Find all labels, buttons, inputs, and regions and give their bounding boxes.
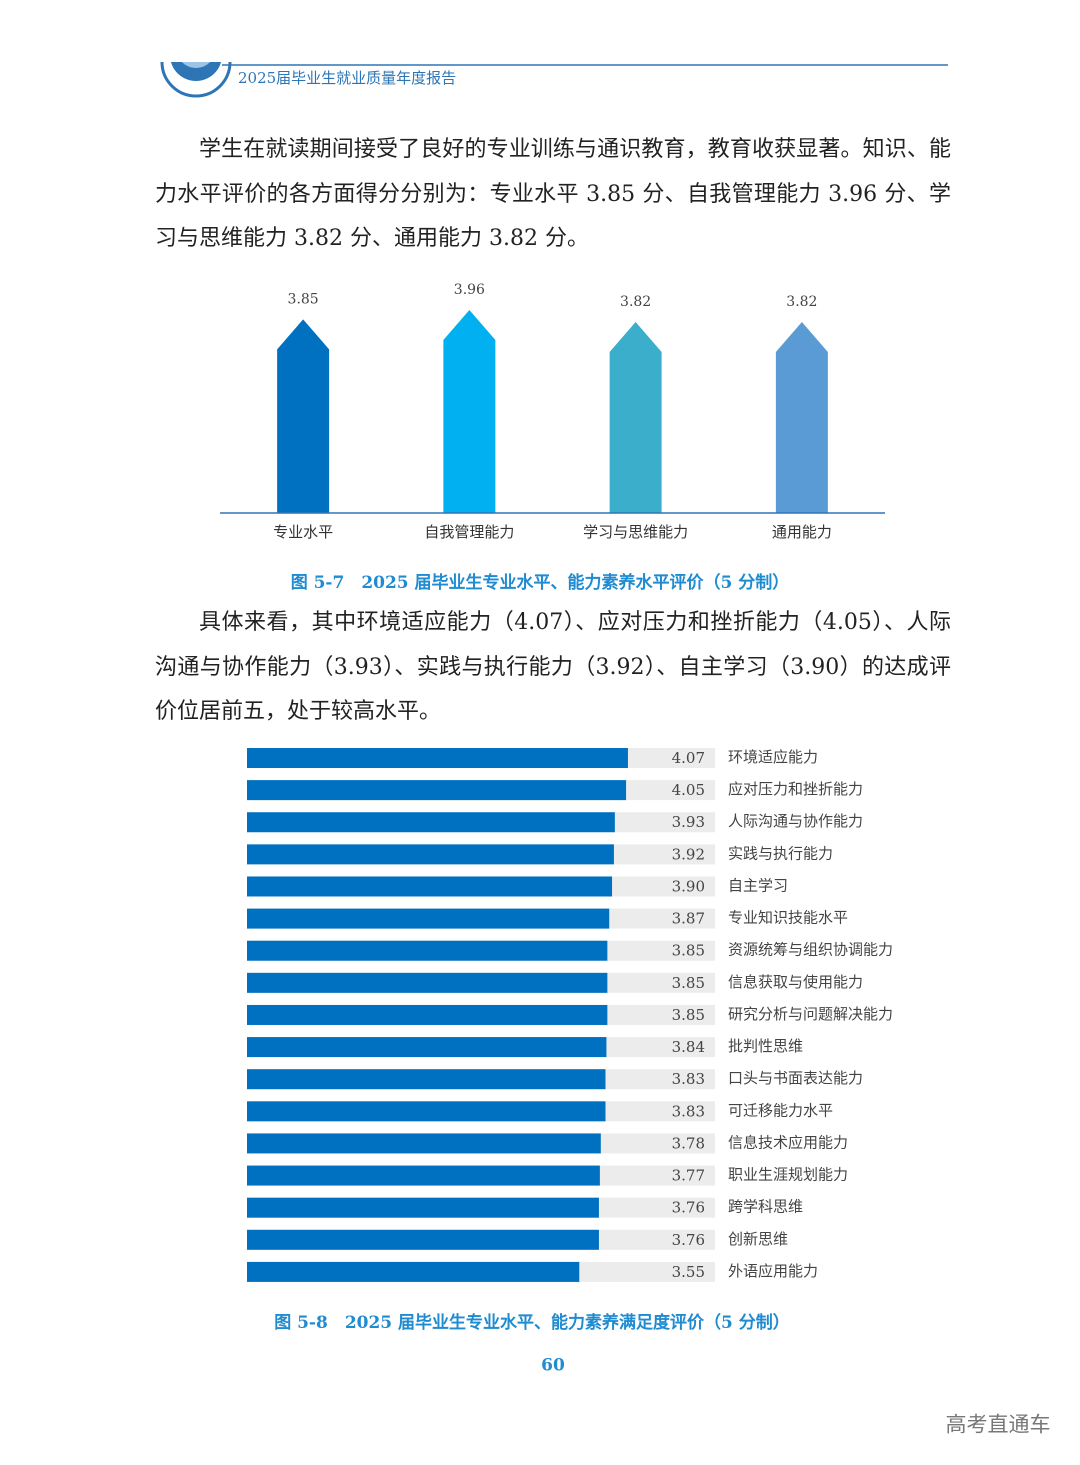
- value-label: 3.76: [672, 1231, 705, 1249]
- bar: [247, 748, 628, 768]
- category-label: 职业生涯规划能力: [728, 1166, 848, 1184]
- bar: [247, 1004, 608, 1025]
- bar: [247, 844, 614, 865]
- bar: [247, 1101, 606, 1122]
- figure-caption: 图 5-8 2025 届毕业生专业水平、能力素养满足度评价（5 分制）: [274, 1313, 790, 1333]
- x-tick-label: 学习与思维能力: [583, 523, 688, 541]
- bar: [775, 321, 828, 513]
- x-tick-label: 自我管理能力: [424, 523, 514, 541]
- value-label: 3.85: [672, 1006, 705, 1024]
- category-label: 人际沟通与协作能力: [728, 812, 863, 830]
- value-label: 4.07: [672, 749, 705, 767]
- value-label: 3.82: [786, 294, 817, 310]
- value-label: 3.76: [672, 1199, 705, 1217]
- bar: [247, 1037, 607, 1058]
- value-label: 3.93: [672, 813, 705, 831]
- x-tick-label: 专业水平: [273, 523, 333, 541]
- value-label: 3.85: [672, 974, 705, 992]
- bar: [247, 1229, 599, 1250]
- category-label: 外语应用能力: [728, 1262, 818, 1280]
- value-label: 3.77: [672, 1167, 705, 1185]
- category-label: 专业知识技能水平: [728, 909, 848, 927]
- paragraph: 具体来看，其中环境适应能力（4.07）、应对压力和挫折能力（4.05）、人际沟通…: [155, 610, 951, 724]
- category-label: 环境适应能力: [728, 748, 818, 766]
- bar: [247, 1261, 580, 1282]
- bar: [247, 780, 627, 801]
- value-label: 3.85: [672, 942, 705, 960]
- category-label: 口头与书面表达能力: [728, 1069, 863, 1087]
- value-label: 3.87: [672, 910, 705, 928]
- category-label: 研究分析与问题解决能力: [728, 1005, 893, 1023]
- value-label: 3.90: [672, 877, 705, 895]
- value-label: 3.78: [672, 1134, 705, 1152]
- category-label: 应对压力和挫折能力: [728, 780, 863, 798]
- category-label: 资源统筹与组织协调能力: [728, 941, 893, 959]
- bar: [247, 972, 608, 993]
- bar: [247, 812, 615, 833]
- paragraph: 学生在就读期间接受了良好的专业训练与通识教育，教育收获显著。知识、能力水平评价的…: [155, 137, 951, 251]
- bar: [247, 940, 608, 961]
- bar: [247, 1069, 606, 1090]
- category-label: 创新思维: [728, 1230, 788, 1248]
- watermark: 高考直通车: [946, 1413, 1051, 1437]
- category-label: 实践与执行能力: [728, 844, 833, 862]
- value-label: 3.84: [672, 1038, 705, 1056]
- bar: [247, 1133, 601, 1154]
- bar: [247, 908, 610, 929]
- category-label: 可迁移能力水平: [728, 1101, 833, 1119]
- bar: [609, 321, 662, 513]
- value-label: 3.83: [672, 1070, 705, 1088]
- value-label: 3.55: [672, 1263, 705, 1281]
- bar: [443, 309, 496, 513]
- category-label: 信息获取与使用能力: [728, 973, 863, 991]
- value-label: 3.83: [672, 1102, 705, 1120]
- category-label: 跨学科思维: [728, 1198, 803, 1216]
- figure-caption: 图 5-7 2025 届毕业生专业水平、能力素养水平评价（5 分制）: [290, 573, 790, 593]
- value-label: 3.92: [672, 845, 705, 863]
- value-label: 4.05: [672, 781, 705, 799]
- value-label: 3.85: [288, 291, 319, 307]
- category-label: 信息技术应用能力: [728, 1133, 848, 1151]
- x-tick-label: 通用能力: [772, 523, 832, 541]
- bar: [247, 1165, 600, 1186]
- value-label: 3.96: [454, 282, 485, 298]
- logo-mask: [150, 20, 245, 62]
- bar: [247, 876, 613, 897]
- category-label: 批判性思维: [728, 1037, 803, 1055]
- bar: [277, 319, 330, 513]
- category-label: 自主学习: [728, 876, 788, 894]
- bar: [247, 1197, 599, 1218]
- header-title: 2025届毕业生就业质量年度报告: [238, 69, 456, 87]
- value-label: 3.82: [620, 294, 651, 310]
- page-number: 60: [541, 1356, 565, 1376]
